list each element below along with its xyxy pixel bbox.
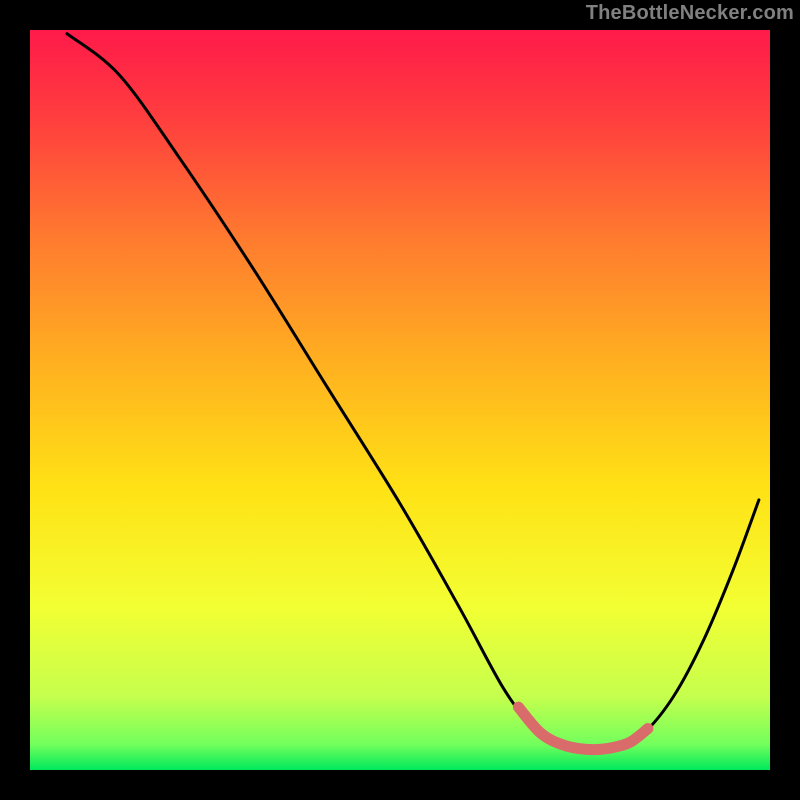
plot-gradient: [30, 30, 770, 770]
watermark-text: TheBottleNecker.com: [586, 2, 794, 25]
chart-svg: [0, 0, 800, 800]
chart-stage: TheBottleNecker.com: [0, 0, 800, 800]
